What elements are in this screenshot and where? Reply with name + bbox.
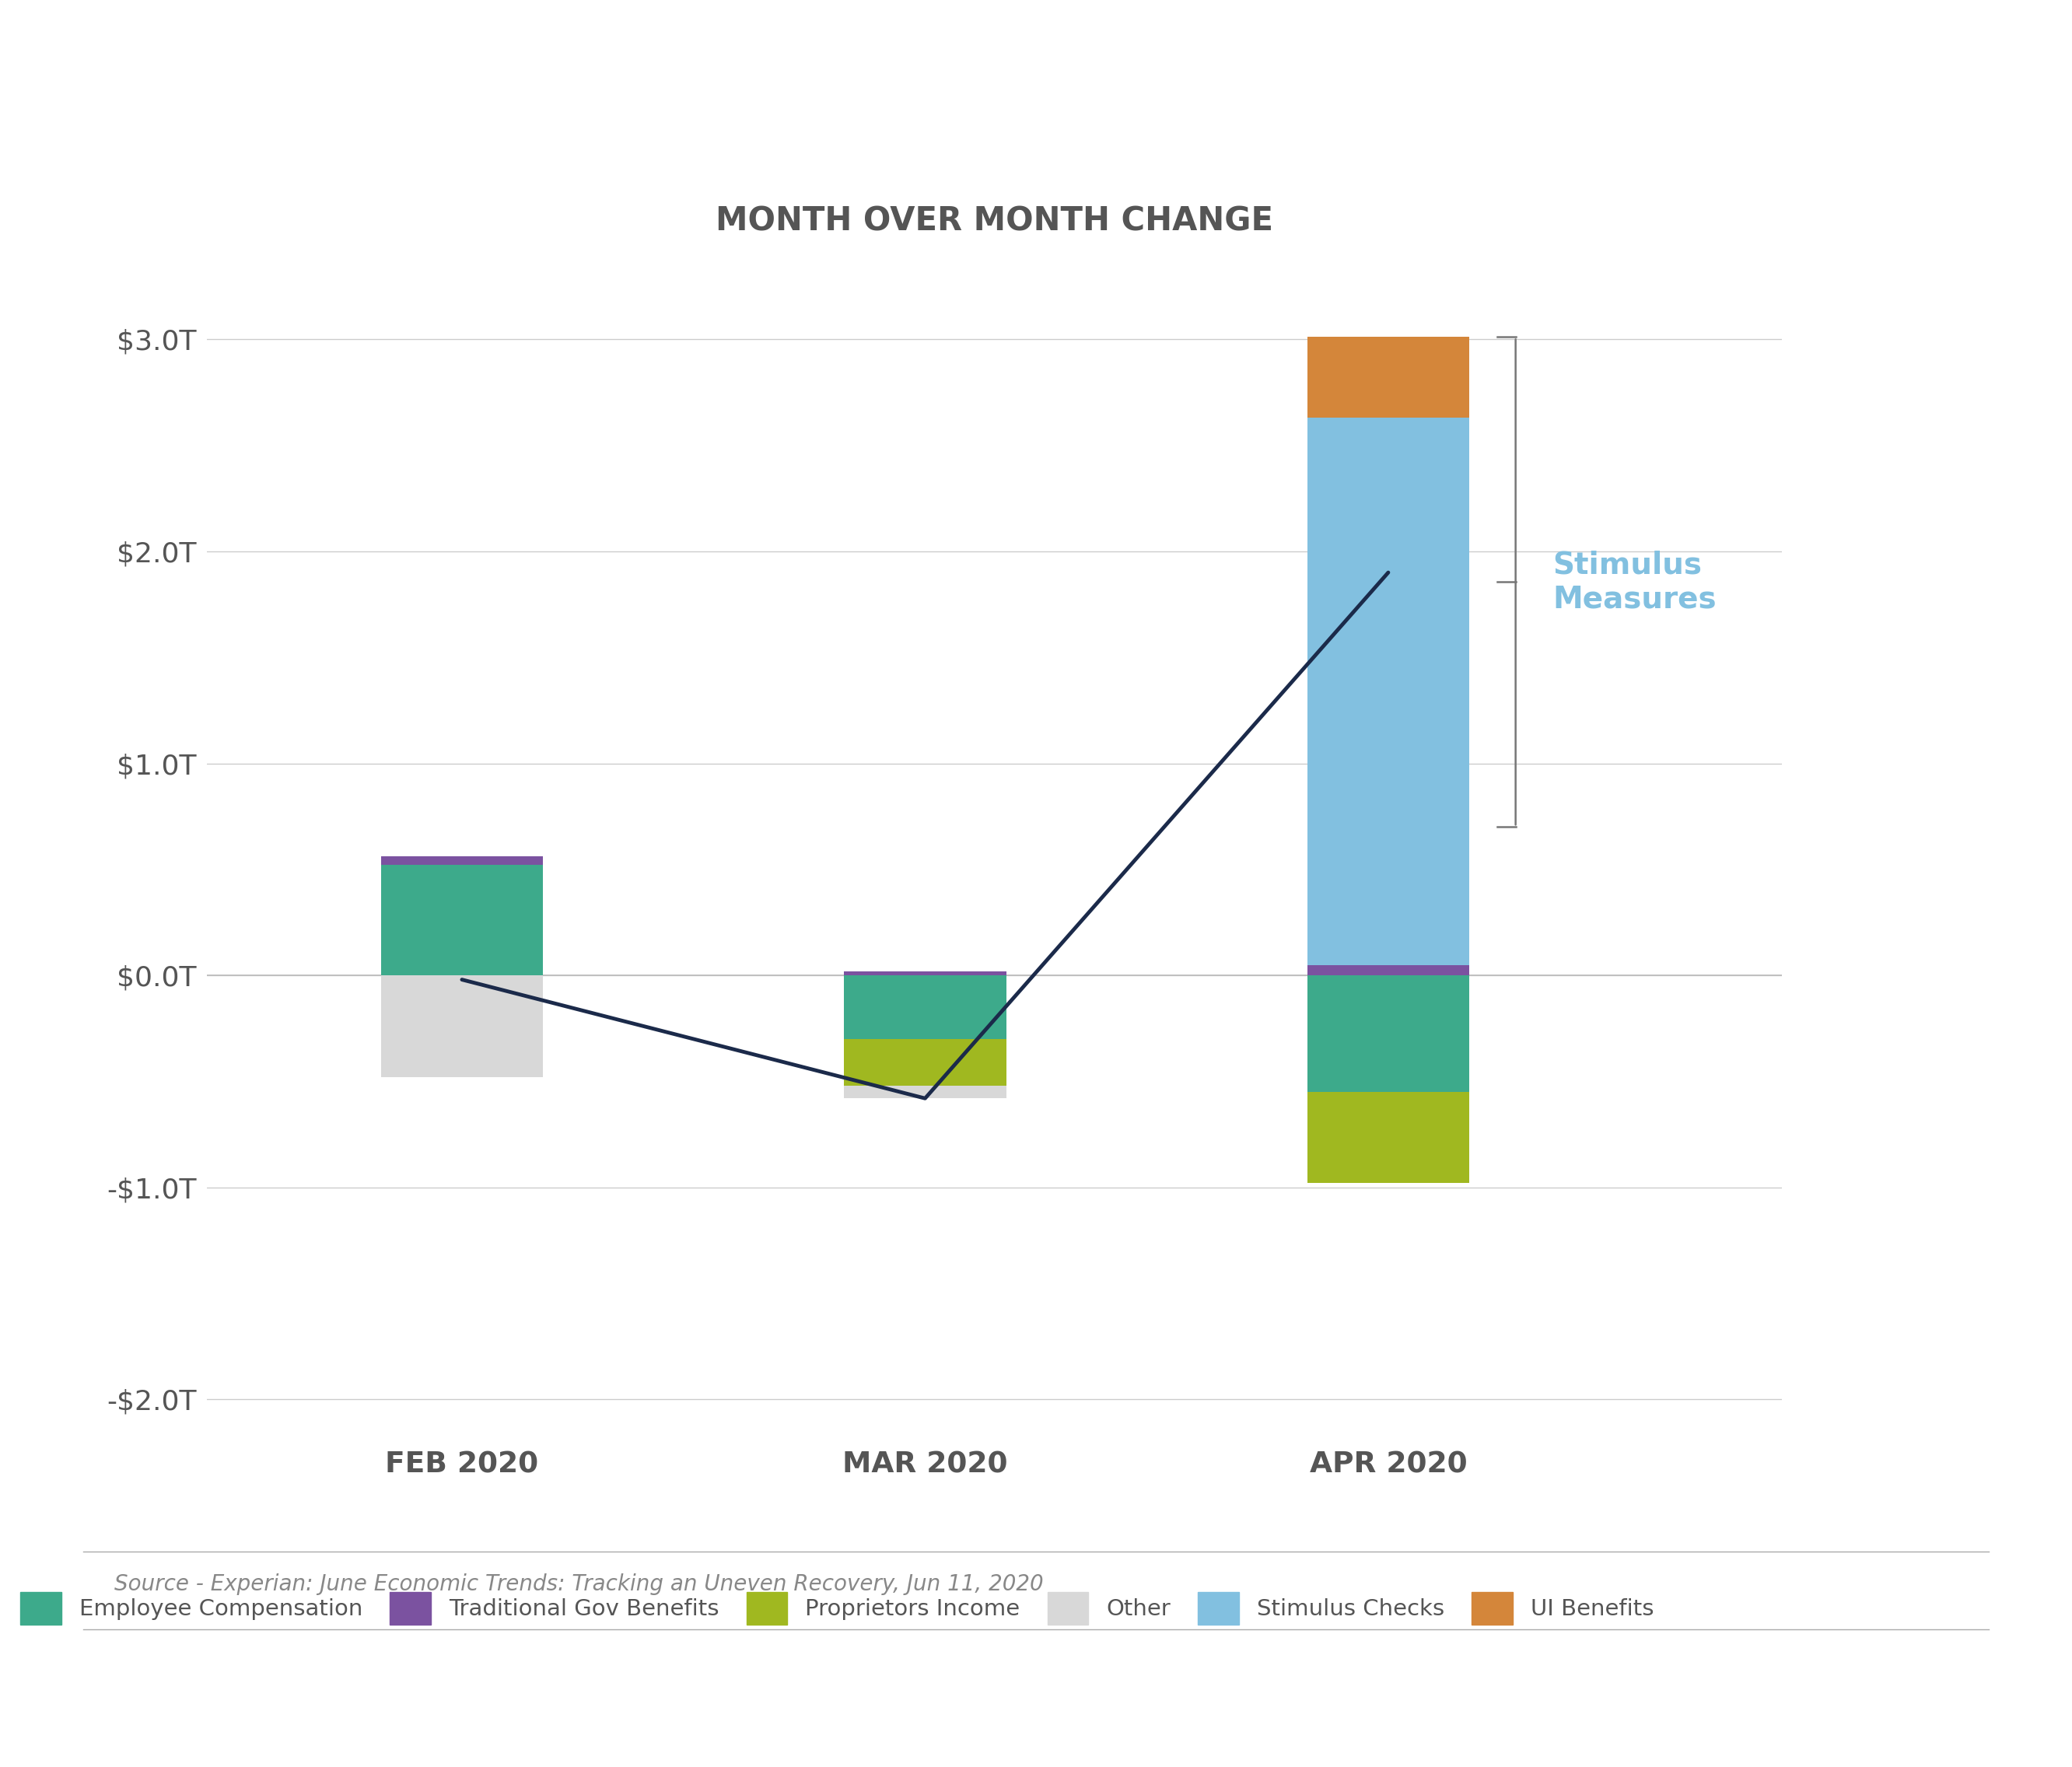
Legend: Employee Compensation, Traditional Gov Benefits, Proprietors Income, Other, Stim: Employee Compensation, Traditional Gov B…	[8, 1581, 1666, 1636]
Text: Stimulus
Measures: Stimulus Measures	[1552, 550, 1716, 613]
Bar	[843, 1085, 1007, 1099]
Bar	[1307, 337, 1469, 417]
Bar	[843, 1039, 1007, 1085]
Bar	[1307, 1092, 1469, 1184]
Bar	[1307, 417, 1469, 965]
Text: PERSONAL INCOME COMPONENTS: PERSONAL INCOME COMPONENTS	[62, 97, 1216, 155]
Text: Source - Experian: June Economic Trends: Tracking an Uneven Recovery, Jun 11, 20: Source - Experian: June Economic Trends:…	[114, 1573, 1042, 1596]
Bar	[843, 972, 1007, 975]
Bar	[381, 975, 543, 1078]
Bar	[381, 857, 543, 866]
Bar	[1307, 975, 1469, 1092]
Bar	[1307, 965, 1469, 975]
Bar	[843, 975, 1007, 1039]
Bar	[381, 866, 543, 975]
Title: MONTH OVER MONTH CHANGE: MONTH OVER MONTH CHANGE	[715, 205, 1274, 237]
